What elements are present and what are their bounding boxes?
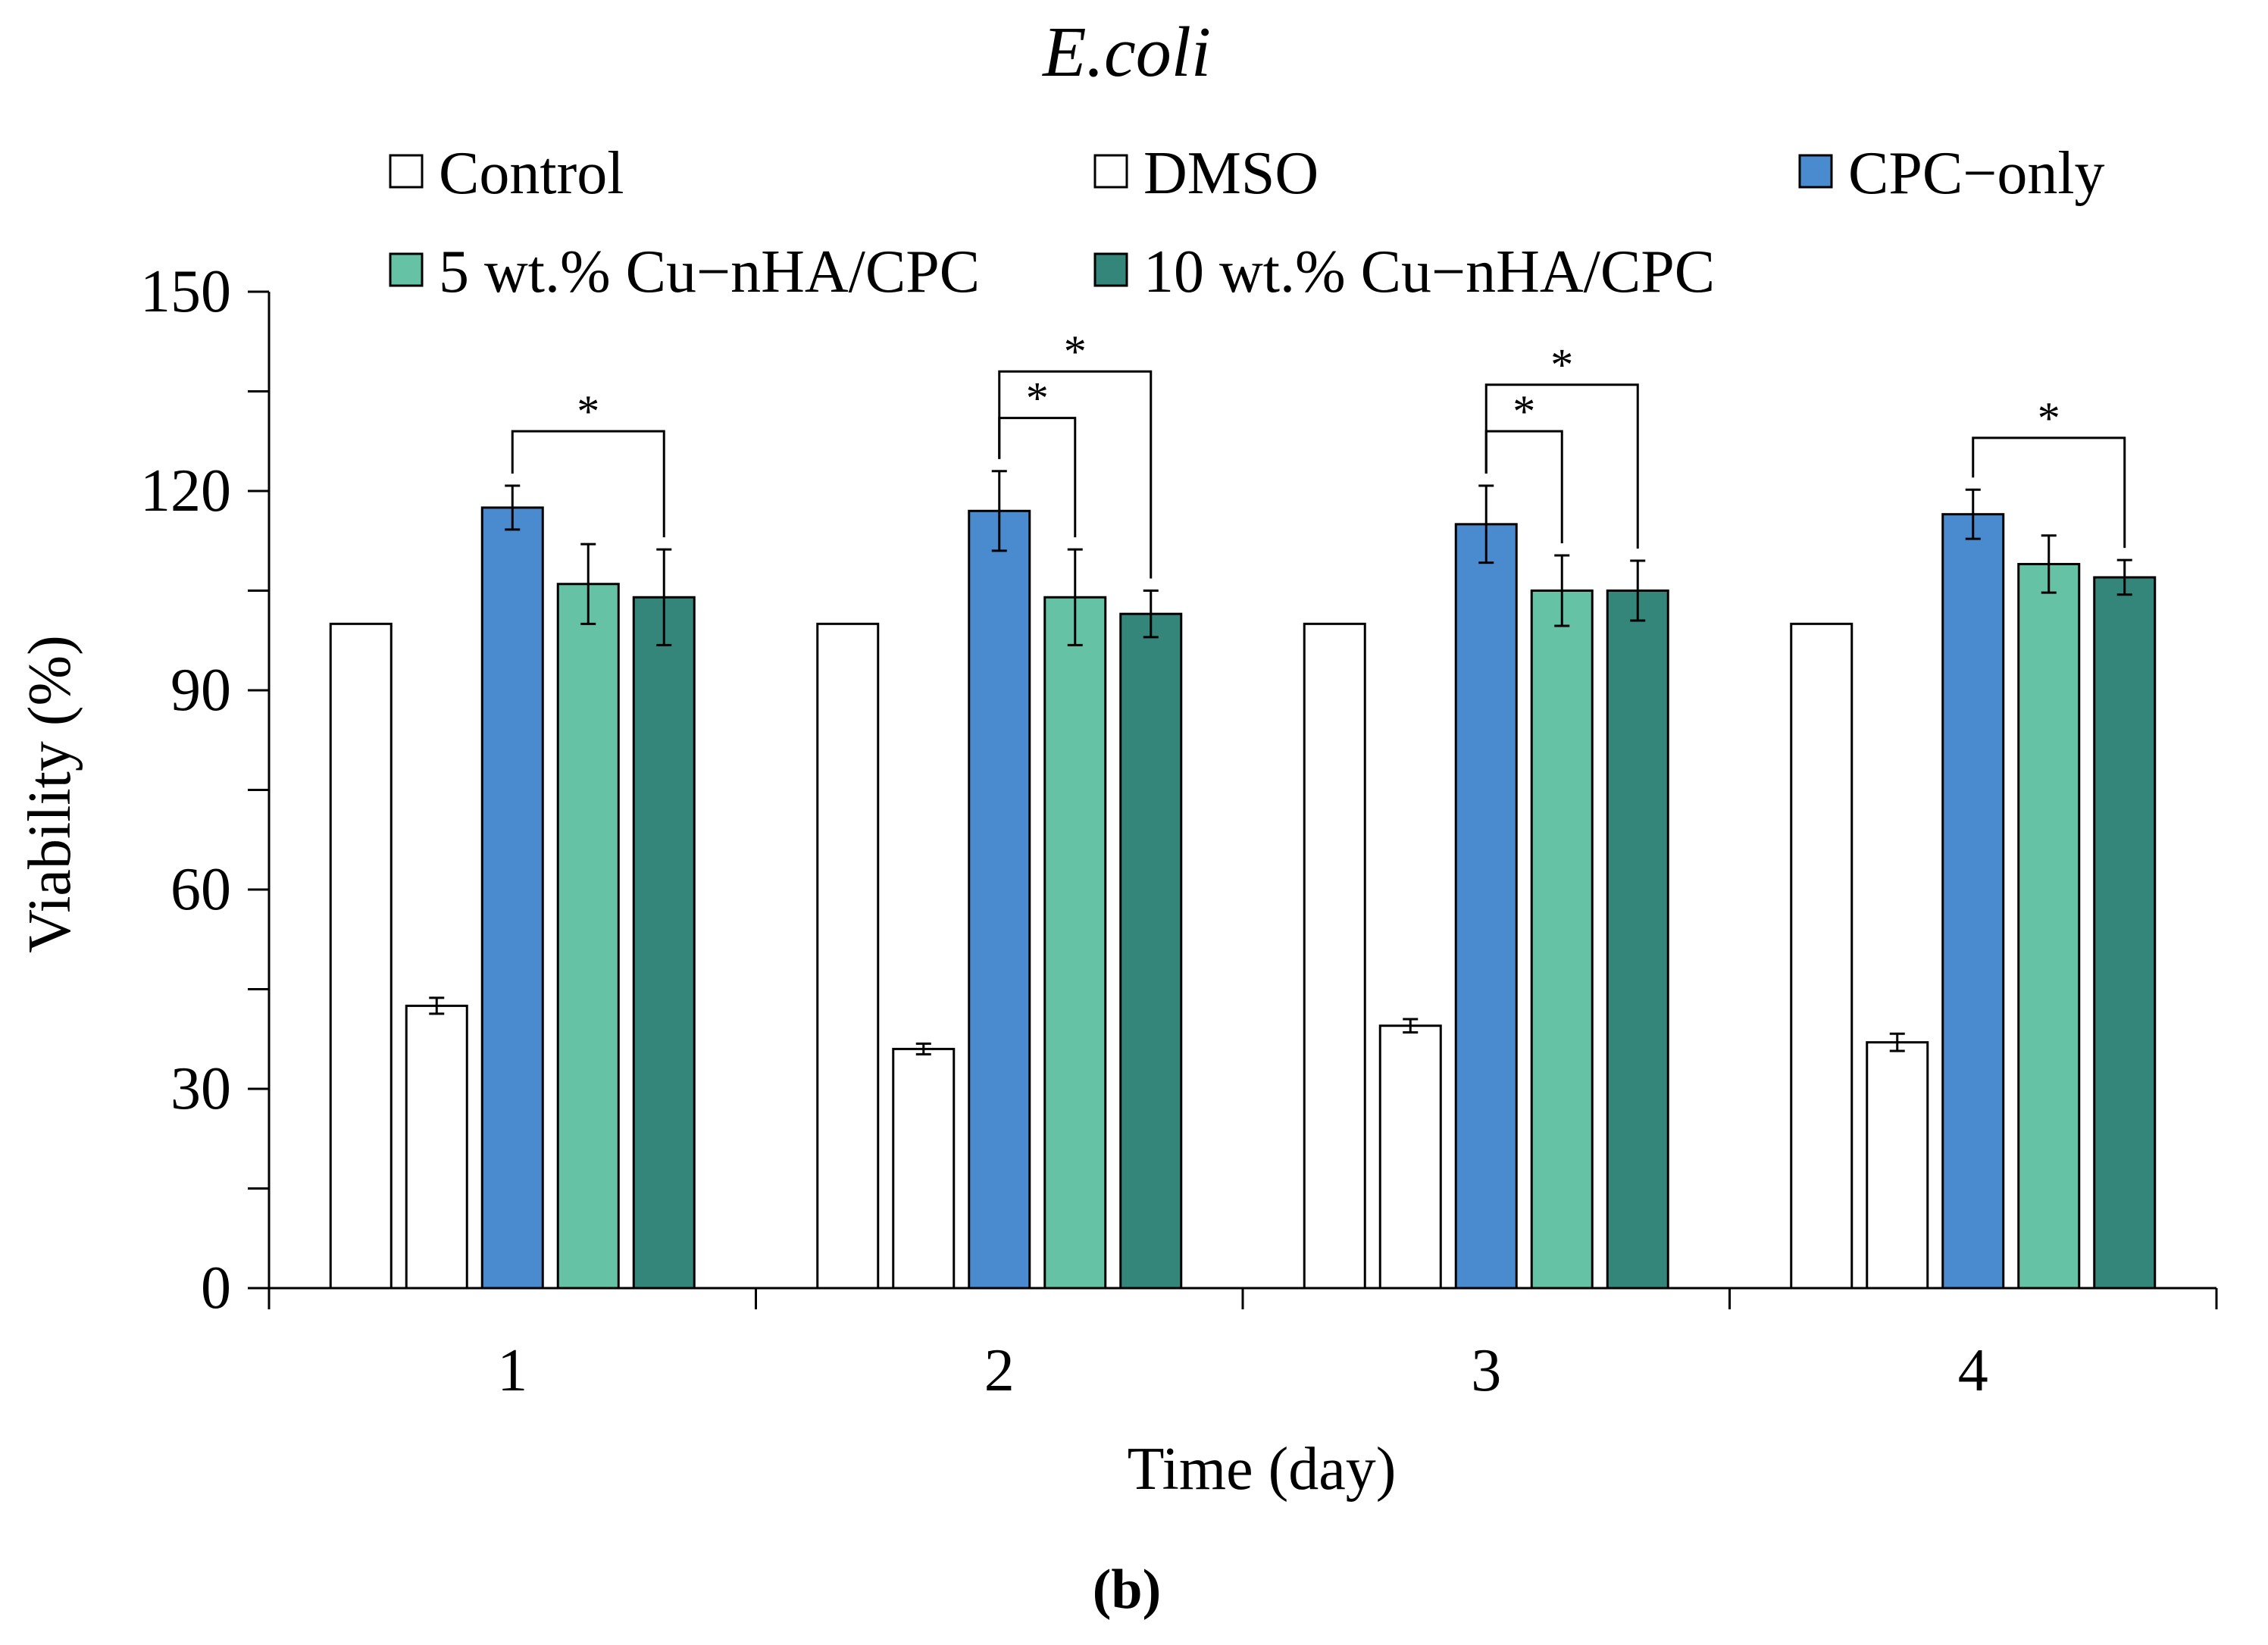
- significance-bracket: [998, 370, 1153, 579]
- bar: [1378, 1024, 1442, 1290]
- bar: [1119, 612, 1183, 1290]
- significance-label: *: [1513, 386, 1535, 436]
- bar: [1454, 523, 1518, 1290]
- bar: [1606, 590, 1669, 1290]
- legend: Control DMSO CPC−only 5 wt.% Cu−nHA/CPC 10 w…: [389, 140, 2105, 305]
- legend-swatch: [1093, 154, 1128, 189]
- significance-label: *: [2038, 393, 2060, 443]
- legend-label: Control: [439, 140, 624, 207]
- bar: [2017, 562, 2081, 1290]
- legend-swatch: [389, 154, 424, 189]
- x-tick-label: 2: [984, 1337, 1015, 1404]
- bar: [2093, 576, 2157, 1290]
- legend-label: 5 wt.% Cu−nHA/CPC: [439, 239, 980, 305]
- bar: [968, 509, 1031, 1290]
- y-tick-label: 0: [201, 1255, 231, 1321]
- bar: [1043, 596, 1107, 1290]
- bar: [1941, 513, 2005, 1290]
- significance-brackets: * * * * * *: [511, 327, 2126, 579]
- significance-label: *: [1026, 374, 1049, 424]
- x-tick-label: 1: [497, 1337, 527, 1404]
- y-tick-label: 150: [140, 258, 231, 325]
- legend-label: CPC−only: [1848, 140, 2105, 207]
- legend-swatch: [1798, 154, 1833, 189]
- chart-title: E.coli: [1041, 13, 1211, 92]
- significance-label: *: [1064, 327, 1087, 377]
- bar: [329, 622, 393, 1290]
- bars: [329, 470, 2157, 1290]
- bar: [1303, 622, 1366, 1290]
- significance-label: *: [577, 386, 599, 436]
- legend-swatch: [389, 252, 424, 287]
- significance-bracket: [511, 430, 665, 538]
- x-axis-label: Time (day): [1128, 1436, 1397, 1503]
- bar: [1530, 590, 1594, 1290]
- bar: [1790, 622, 1854, 1290]
- panel-label: (b): [1093, 1559, 1161, 1621]
- bar: [556, 583, 620, 1290]
- x-tick-label: 4: [1958, 1337, 1988, 1404]
- bar: [1866, 1041, 1929, 1290]
- significance-label: *: [1550, 340, 1573, 390]
- axes: 0 30 60 90 120 150 1 2 3 4: [140, 258, 2218, 1404]
- significance-bracket: [1972, 436, 2126, 549]
- legend-swatch: [1093, 252, 1128, 287]
- legend-label: 10 wt.% Cu−nHA/CPC: [1143, 239, 1715, 305]
- x-tick-label: 3: [1471, 1337, 1501, 1404]
- significance-bracket: [1484, 383, 1639, 549]
- bar: [480, 506, 544, 1290]
- y-tick-label: 60: [170, 856, 231, 923]
- y-tick-label: 120: [140, 458, 231, 524]
- bar: [816, 622, 880, 1290]
- bar: [632, 596, 696, 1290]
- bar: [405, 1004, 468, 1290]
- bar: [892, 1047, 956, 1290]
- y-tick-label: 30: [170, 1055, 231, 1122]
- y-axis-label: Viability (%): [17, 635, 83, 953]
- legend-label: DMSO: [1143, 140, 1319, 207]
- y-tick-label: 90: [170, 657, 231, 724]
